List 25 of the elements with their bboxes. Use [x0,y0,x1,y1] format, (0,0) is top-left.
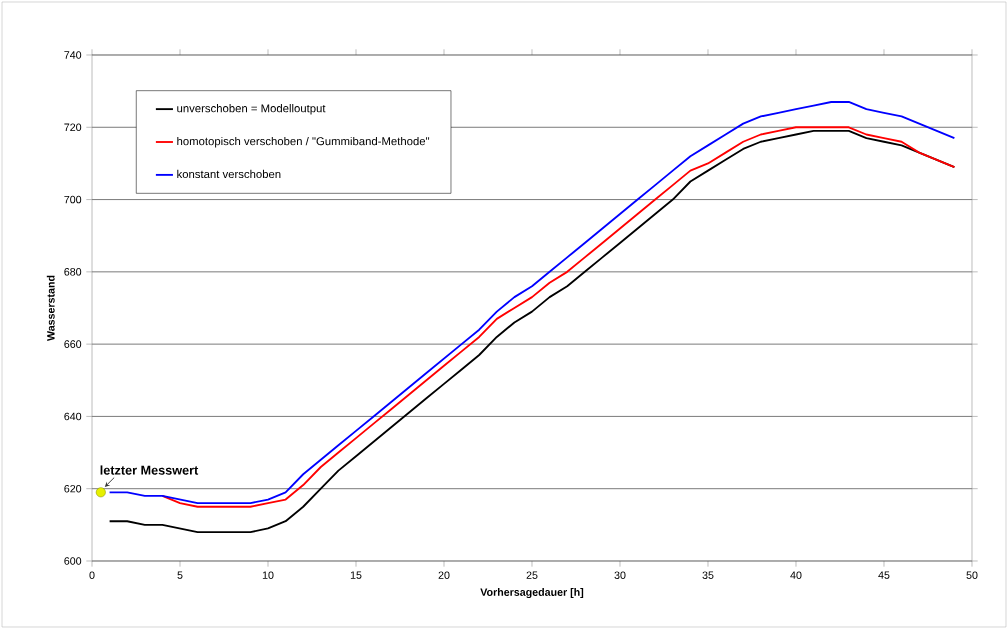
x-tick-label: 10 [262,571,274,579]
x-tick-label: 0 [89,571,95,579]
y-tick-label: 660 [64,340,82,348]
x-tick-label: 25 [526,571,538,579]
x-tick-label: 50 [966,571,978,579]
x-tick-label: 35 [702,571,714,579]
legend-label: homotopisch verschoben / "Gummiband-Methode" [177,136,430,148]
y-tick-label: 620 [64,484,82,493]
annotation: letzter Messwert [100,465,199,475]
x-axis-title: Vorhersagedauer [h] [480,588,584,599]
x-tick-label: 5 [177,571,183,579]
y-tick-label: 600 [64,557,82,565]
y-tick-label: 680 [64,268,82,276]
x-tick-label: 15 [350,571,362,579]
y-tick-label: 740 [64,51,82,59]
y-tick-label: 700 [64,195,82,204]
y-axis-title: Wasserstand [46,275,55,341]
legend-label: unverschoben = Modelloutput [177,104,326,115]
x-tick-label: 20 [438,571,450,579]
x-tick-label: 45 [878,571,890,579]
y-tick-label: 720 [64,123,82,132]
x-tick-label: 40 [790,571,802,579]
y-tick-label: 640 [64,412,82,421]
x-tick-label: 30 [614,571,626,579]
legend-label: konstant verschoben [177,169,281,179]
